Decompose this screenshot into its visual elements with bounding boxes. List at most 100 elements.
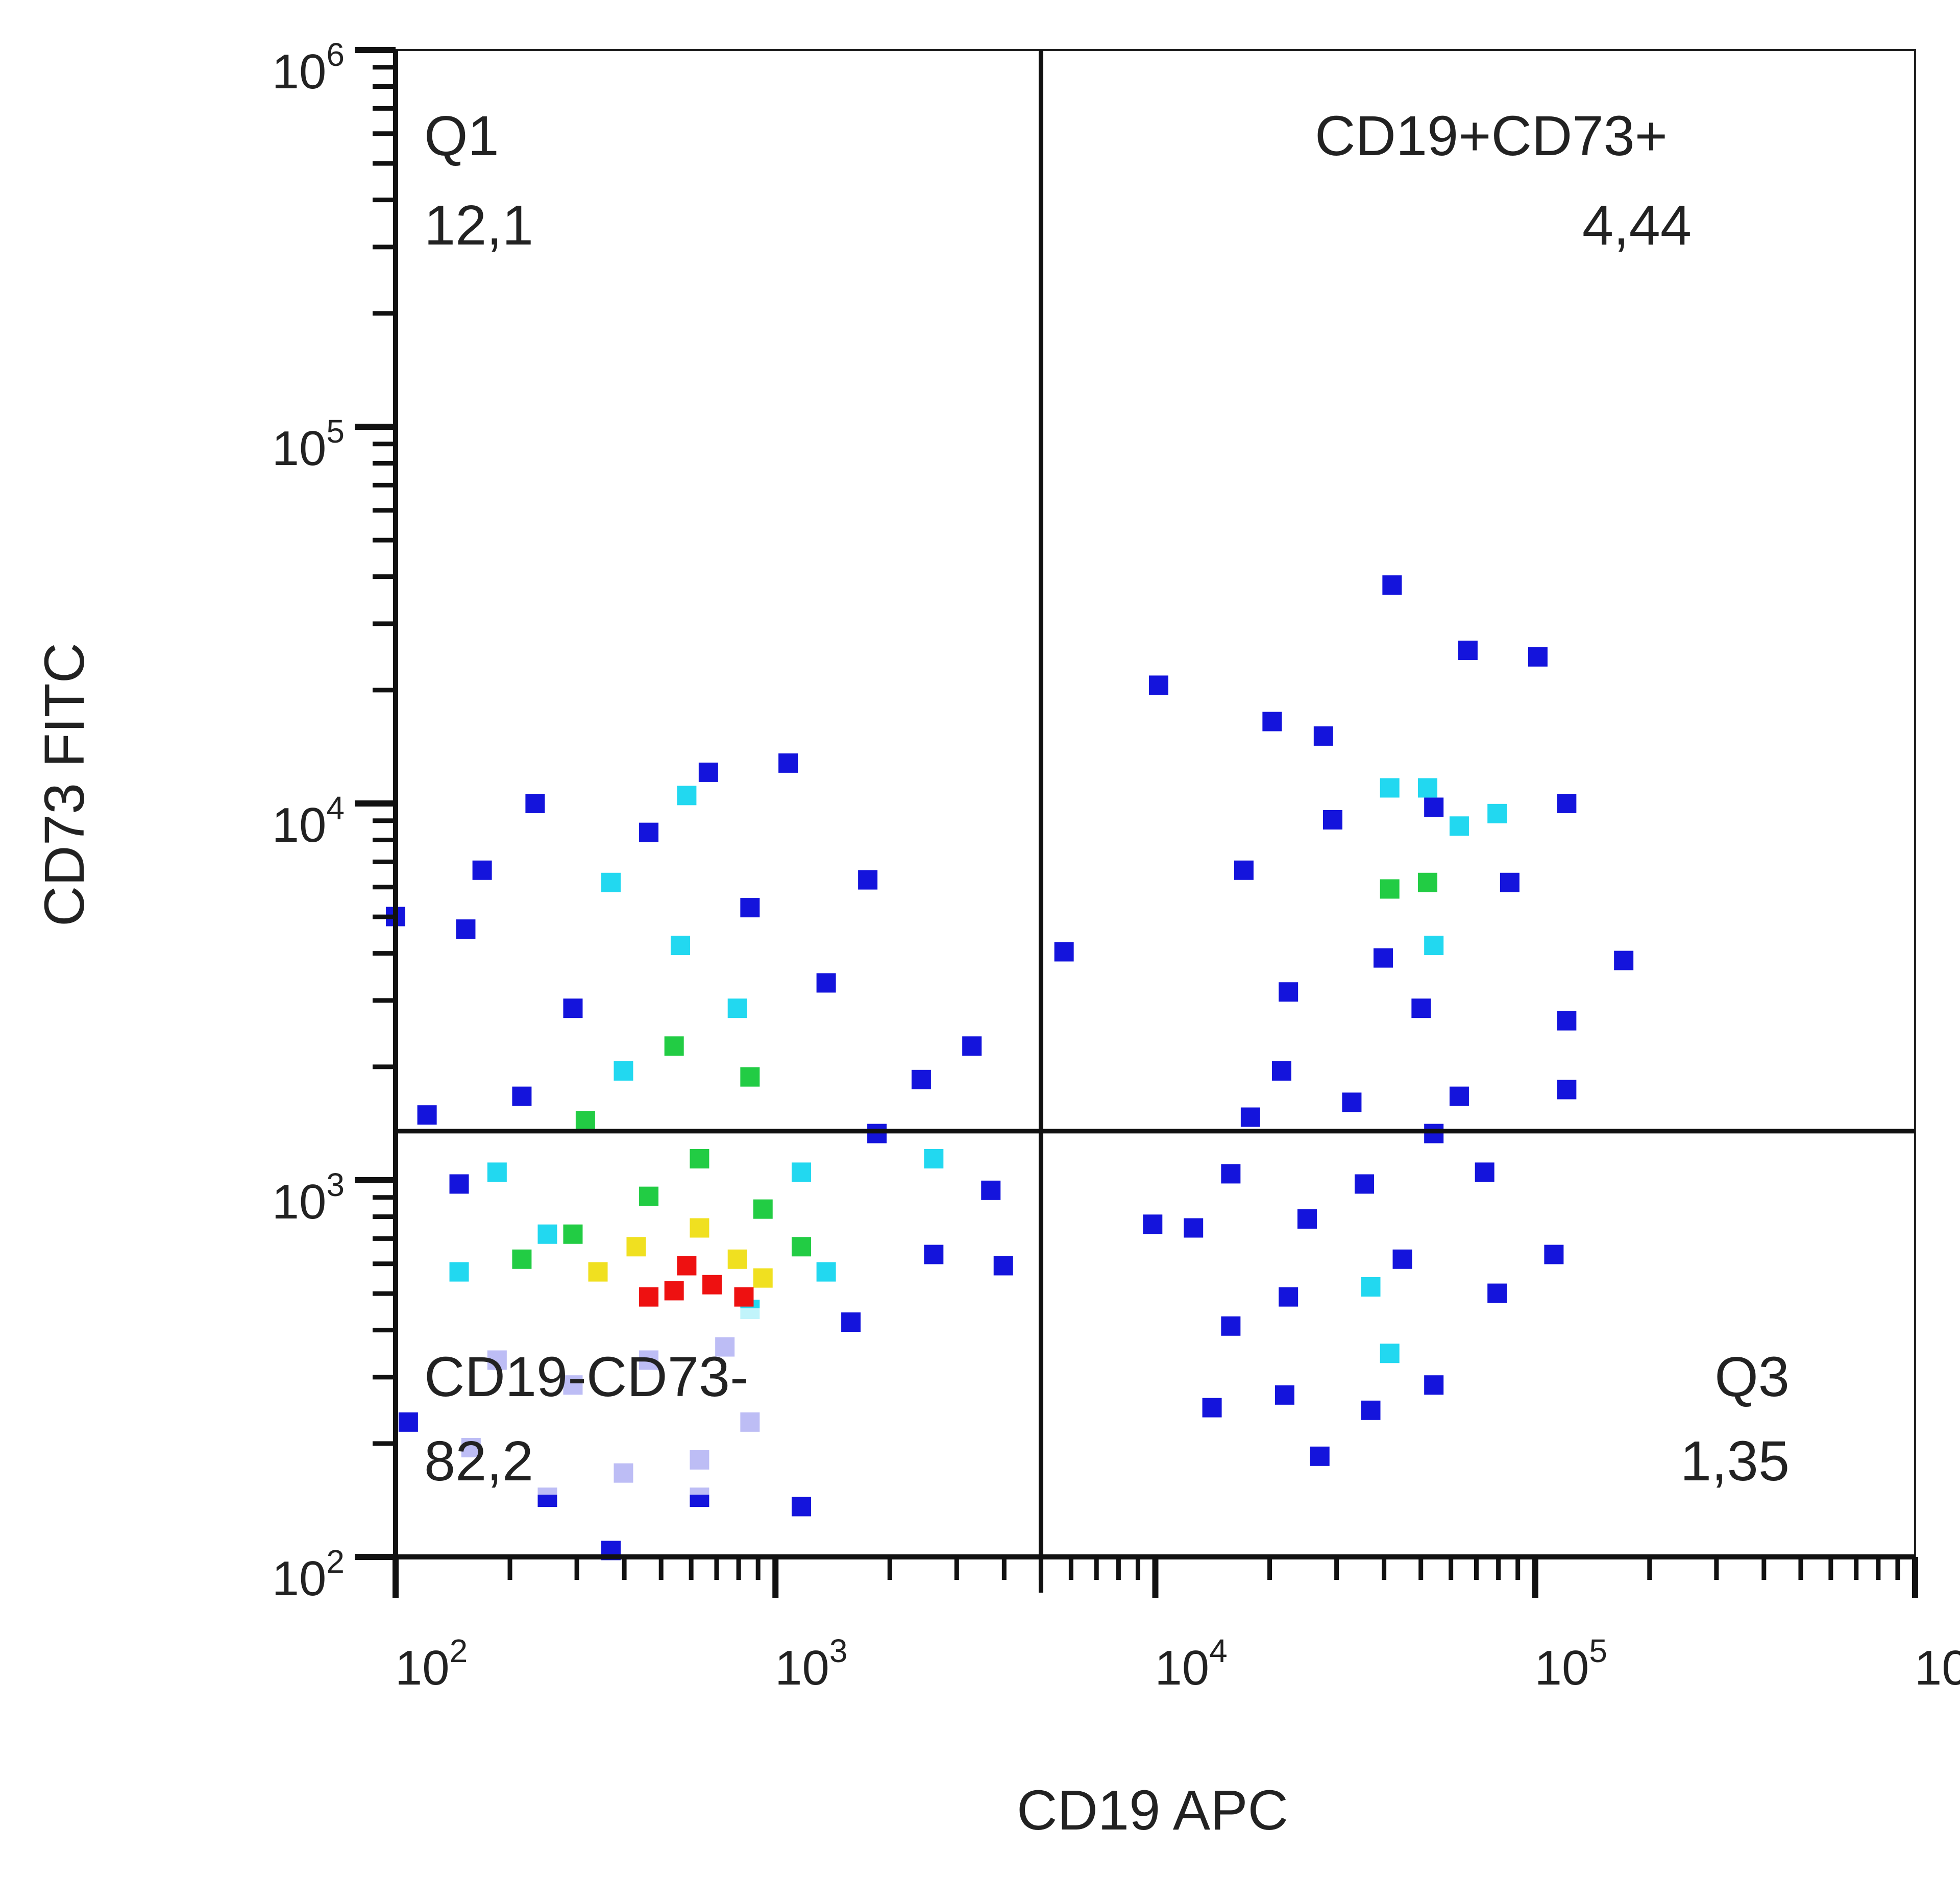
point xyxy=(1424,936,1444,956)
tick-base: 10 xyxy=(1155,1641,1209,1695)
point xyxy=(537,1224,557,1244)
point xyxy=(1361,1400,1381,1420)
point xyxy=(1424,1375,1444,1395)
point xyxy=(563,1224,583,1244)
point xyxy=(1557,1080,1577,1100)
point xyxy=(1202,1398,1222,1418)
point xyxy=(1221,1316,1241,1336)
point xyxy=(816,973,836,993)
tick-exponent: 2 xyxy=(450,1632,468,1669)
tick-label: 105 xyxy=(272,413,345,476)
tick-base: 10 xyxy=(395,1641,450,1695)
y-axis-title: CD73 FITC xyxy=(33,643,96,926)
point xyxy=(1240,1107,1260,1127)
point xyxy=(740,898,760,918)
quadrant-label: Q3 xyxy=(1714,1346,1790,1408)
point xyxy=(588,1262,608,1282)
point xyxy=(487,1162,507,1182)
point xyxy=(1380,1344,1400,1363)
point xyxy=(1380,778,1400,798)
point xyxy=(525,794,545,813)
point xyxy=(601,872,621,892)
tick-label: 106 xyxy=(272,36,345,99)
tick-label: 103 xyxy=(272,1166,345,1229)
point xyxy=(1487,803,1507,823)
point xyxy=(1392,1249,1412,1269)
point xyxy=(1313,726,1333,746)
tick-label: 106 xyxy=(1915,1632,1960,1695)
tick-base: 10 xyxy=(272,1175,327,1229)
point xyxy=(1271,1061,1291,1081)
tick-base: 10 xyxy=(272,421,327,476)
quadrant-value: 4,44 xyxy=(1582,194,1692,257)
point xyxy=(1380,879,1400,899)
point xyxy=(791,1237,811,1257)
point xyxy=(816,1262,836,1282)
tick-exponent: 6 xyxy=(326,36,345,73)
tick-exponent: 4 xyxy=(326,790,345,826)
point xyxy=(924,1149,944,1169)
point xyxy=(1184,1218,1204,1238)
point xyxy=(449,1174,469,1194)
point xyxy=(670,936,690,956)
point xyxy=(1361,1277,1381,1297)
point xyxy=(791,1497,811,1517)
point xyxy=(449,1262,469,1282)
quadrant-label: Q1 xyxy=(424,105,499,167)
point xyxy=(512,1249,532,1269)
point xyxy=(563,998,583,1018)
point xyxy=(734,1287,754,1307)
tick-label: 104 xyxy=(1155,1632,1227,1695)
point xyxy=(1322,810,1342,830)
tick-label: 102 xyxy=(272,1543,345,1606)
point xyxy=(753,1199,773,1219)
point xyxy=(753,1268,773,1288)
label-backdrop xyxy=(423,1308,780,1495)
points xyxy=(386,575,1634,1560)
point xyxy=(1418,778,1438,798)
point xyxy=(1279,982,1298,1002)
point xyxy=(1424,797,1444,817)
point xyxy=(1458,640,1478,660)
point xyxy=(1528,647,1548,667)
point xyxy=(1355,1174,1375,1194)
point xyxy=(472,860,492,880)
tick-base: 10 xyxy=(272,1551,327,1606)
point xyxy=(639,822,659,842)
point xyxy=(1054,942,1074,962)
point xyxy=(962,1036,982,1056)
tick-base: 10 xyxy=(1535,1641,1589,1695)
tick-exponent: 5 xyxy=(1589,1632,1607,1669)
point xyxy=(512,1086,532,1106)
tick-label: 102 xyxy=(395,1632,468,1695)
point xyxy=(727,998,747,1018)
tick-label: 103 xyxy=(775,1632,847,1695)
tick-exponent: 3 xyxy=(829,1632,848,1669)
x-axis-title: CD19 APC xyxy=(1017,1779,1288,1842)
point xyxy=(690,1149,709,1169)
point xyxy=(1262,712,1282,731)
quadrant-value: 1,35 xyxy=(1680,1430,1790,1493)
point xyxy=(867,1124,887,1143)
point xyxy=(398,1412,418,1432)
tick-base: 10 xyxy=(1915,1641,1960,1695)
point xyxy=(1382,575,1402,595)
point xyxy=(911,1069,931,1089)
point xyxy=(1297,1209,1317,1229)
point xyxy=(1487,1283,1507,1303)
quadrant-label: CD19+CD73+ xyxy=(1315,105,1668,167)
point xyxy=(1557,1011,1577,1031)
tick-base: 10 xyxy=(272,44,327,99)
point xyxy=(727,1249,747,1269)
point xyxy=(639,1186,659,1206)
point xyxy=(456,919,476,939)
point xyxy=(677,786,697,806)
tick-exponent: 2 xyxy=(326,1543,345,1580)
point xyxy=(1234,860,1254,880)
point xyxy=(1500,872,1520,892)
point xyxy=(924,1245,944,1264)
tick-exponent: 3 xyxy=(326,1166,345,1203)
point xyxy=(698,762,718,782)
point xyxy=(1449,1086,1469,1106)
